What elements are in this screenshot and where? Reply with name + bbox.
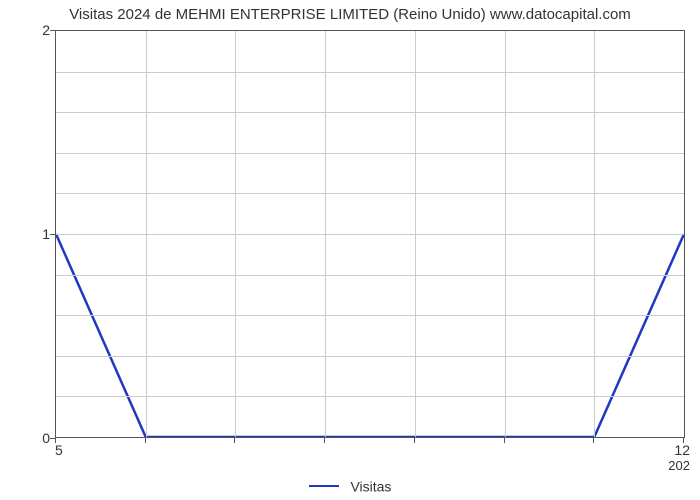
x-sub-label-right: 202 xyxy=(668,458,690,473)
grid-line-vertical xyxy=(415,31,416,437)
legend-swatch xyxy=(309,485,339,487)
grid-line-vertical xyxy=(146,31,147,437)
chart-title: Visitas 2024 de MEHMI ENTERPRISE LIMITED… xyxy=(0,6,700,23)
chart-container: Visitas 2024 de MEHMI ENTERPRISE LIMITED… xyxy=(0,0,700,500)
x-tick-mark xyxy=(593,438,594,443)
grid-line-horizontal xyxy=(56,315,684,316)
x-tick-label-right: 12 xyxy=(674,442,690,458)
plot-area xyxy=(55,30,685,438)
grid-line-vertical xyxy=(235,31,236,437)
grid-line-horizontal xyxy=(56,356,684,357)
x-tick-mark xyxy=(145,438,146,443)
grid-line-vertical xyxy=(594,31,595,437)
y-tick-label: 0 xyxy=(10,430,50,446)
x-tick-mark xyxy=(55,438,56,443)
x-tick-mark xyxy=(414,438,415,443)
x-tick-label-left: 5 xyxy=(55,442,63,458)
legend: Visitas xyxy=(0,477,700,494)
legend-label: Visitas xyxy=(350,478,391,494)
grid-line-horizontal xyxy=(56,112,684,113)
grid-line-horizontal xyxy=(56,193,684,194)
x-tick-mark xyxy=(683,438,684,443)
series-polyline xyxy=(56,234,684,437)
x-tick-mark xyxy=(234,438,235,443)
grid-line-horizontal xyxy=(56,396,684,397)
grid-line-horizontal xyxy=(56,275,684,276)
x-tick-mark xyxy=(504,438,505,443)
grid-line-horizontal xyxy=(56,234,684,235)
grid-line-horizontal xyxy=(56,153,684,154)
grid-line-vertical xyxy=(325,31,326,437)
grid-line-horizontal xyxy=(56,72,684,73)
grid-line-vertical xyxy=(505,31,506,437)
y-tick-label: 2 xyxy=(10,22,50,38)
x-tick-mark xyxy=(324,438,325,443)
y-tick-label: 1 xyxy=(10,226,50,242)
